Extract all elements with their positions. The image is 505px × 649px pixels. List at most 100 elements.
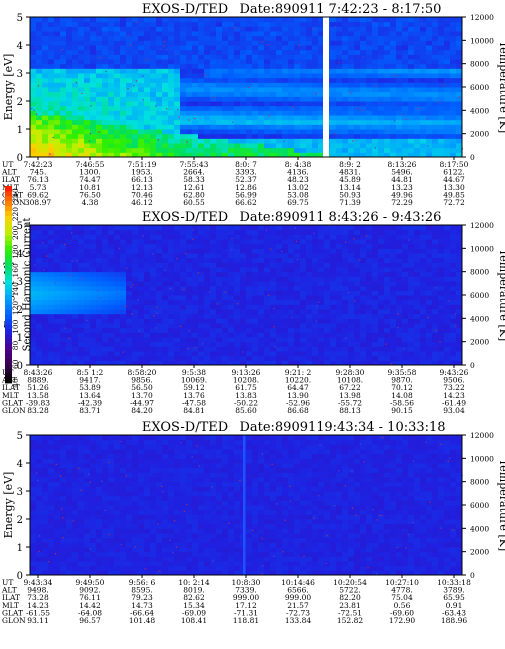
heatmap-cell [156, 110, 163, 116]
noise-speck [402, 26, 404, 29]
heatmap-cell [438, 77, 445, 83]
heatmap-cell [192, 59, 199, 65]
heatmap-cell [402, 129, 409, 135]
heatmap-cell [144, 105, 151, 111]
heatmap-cell [414, 313, 421, 319]
heatmap-cell [180, 341, 187, 347]
heatmap-cell [390, 323, 397, 329]
heatmap-cell [90, 147, 97, 153]
heatmap-cell [306, 49, 313, 55]
heatmap-cell [198, 271, 205, 277]
heatmap-cell [162, 299, 169, 305]
heatmap-cell [132, 91, 139, 97]
heatmap-cell [288, 40, 295, 46]
heatmap-cell [402, 143, 409, 149]
heatmap-cell [402, 304, 409, 310]
heatmap-cell [342, 119, 349, 125]
heatmap-cell [390, 332, 397, 338]
heatmap-cell [102, 124, 109, 130]
heatmap-cell [408, 68, 415, 74]
heatmap-cell [420, 45, 427, 51]
heatmap-cell [210, 346, 217, 352]
heatmap-cell [270, 133, 277, 139]
heatmap-cell [132, 225, 139, 231]
heatmap-cell [456, 313, 463, 319]
heatmap-cell [132, 129, 139, 135]
heatmap-cell [168, 91, 175, 97]
heatmap-cell [336, 49, 343, 55]
heatmap-cell [300, 271, 307, 277]
heatmap-cell [366, 248, 373, 254]
heatmap-cell [342, 351, 349, 357]
heatmap-cell [234, 49, 241, 55]
heatmap-cell [138, 63, 145, 69]
heatmap-cell [72, 225, 79, 231]
heatmap-cell [282, 110, 289, 116]
heatmap-cell [396, 248, 403, 254]
heatmap-cell [450, 115, 457, 121]
heatmap-cell [276, 281, 283, 287]
heatmap-cell [192, 147, 199, 153]
heatmap-cell [390, 119, 397, 125]
heatmap-cell [78, 533, 85, 539]
heatmap-cell [84, 561, 91, 567]
heatmap-cell [192, 110, 199, 116]
heatmap-cell [66, 528, 73, 534]
heatmap-cell [102, 138, 109, 144]
heatmap-cell [282, 299, 289, 305]
heatmap-cell [90, 26, 97, 32]
heatmap-cell [66, 477, 73, 483]
heatmap-cell [78, 323, 85, 329]
heatmap-cell [240, 87, 247, 93]
heatmap-cell [30, 439, 37, 445]
noise-speck [86, 27, 88, 29]
noise-speck [248, 87, 250, 89]
heatmap-cell [48, 323, 55, 329]
heatmap-cell [54, 337, 61, 343]
heatmap-cell [132, 323, 139, 329]
heatmap-cell [30, 547, 37, 553]
heatmap-cell [228, 299, 235, 305]
heatmap-cell [348, 40, 355, 46]
heatmap-cell [42, 313, 49, 319]
heatmap-cell [78, 152, 85, 158]
heatmap-cell [348, 110, 355, 116]
heatmap-cell [438, 341, 445, 347]
heatmap-cell [72, 481, 79, 487]
noise-speck [81, 92, 83, 94]
heatmap-cell [198, 45, 205, 51]
heatmap-cell [126, 239, 133, 245]
heatmap-cell [432, 290, 439, 296]
heatmap-cell [432, 45, 439, 51]
heatmap-cell [420, 355, 427, 361]
noise-speck [133, 84, 135, 87]
heatmap-cell [456, 360, 463, 366]
heatmap-cell [264, 248, 271, 254]
heatmap-cell [150, 77, 157, 83]
table-cell: 10208. [233, 376, 259, 385]
heatmap-cell [204, 101, 211, 107]
heatmap-cell [336, 143, 343, 149]
heatmap-cell [270, 276, 277, 282]
heatmap-cell [312, 26, 319, 32]
heatmap-cell [426, 243, 433, 249]
heatmap-cell [150, 285, 157, 291]
table-cell: 74.47 [79, 175, 101, 184]
heatmap-cell [60, 54, 67, 60]
heatmap-cell [354, 77, 361, 83]
heatmap-cell [222, 355, 229, 361]
heatmap-cell [48, 435, 55, 441]
heatmap-cell [324, 225, 331, 231]
heatmap-cell [282, 82, 289, 88]
heatmap-cell [150, 91, 157, 97]
heatmap-cell [54, 491, 61, 497]
heatmap-cell [384, 295, 391, 301]
heatmap-cell [60, 271, 67, 277]
heatmap-cell [186, 267, 193, 273]
heatmap-cell [48, 439, 55, 445]
heatmap-cell [66, 68, 73, 74]
heatmap-cell [414, 318, 421, 324]
heatmap-cell [186, 281, 193, 287]
heatmap-cell [198, 313, 205, 319]
heatmap-cell [366, 152, 373, 158]
